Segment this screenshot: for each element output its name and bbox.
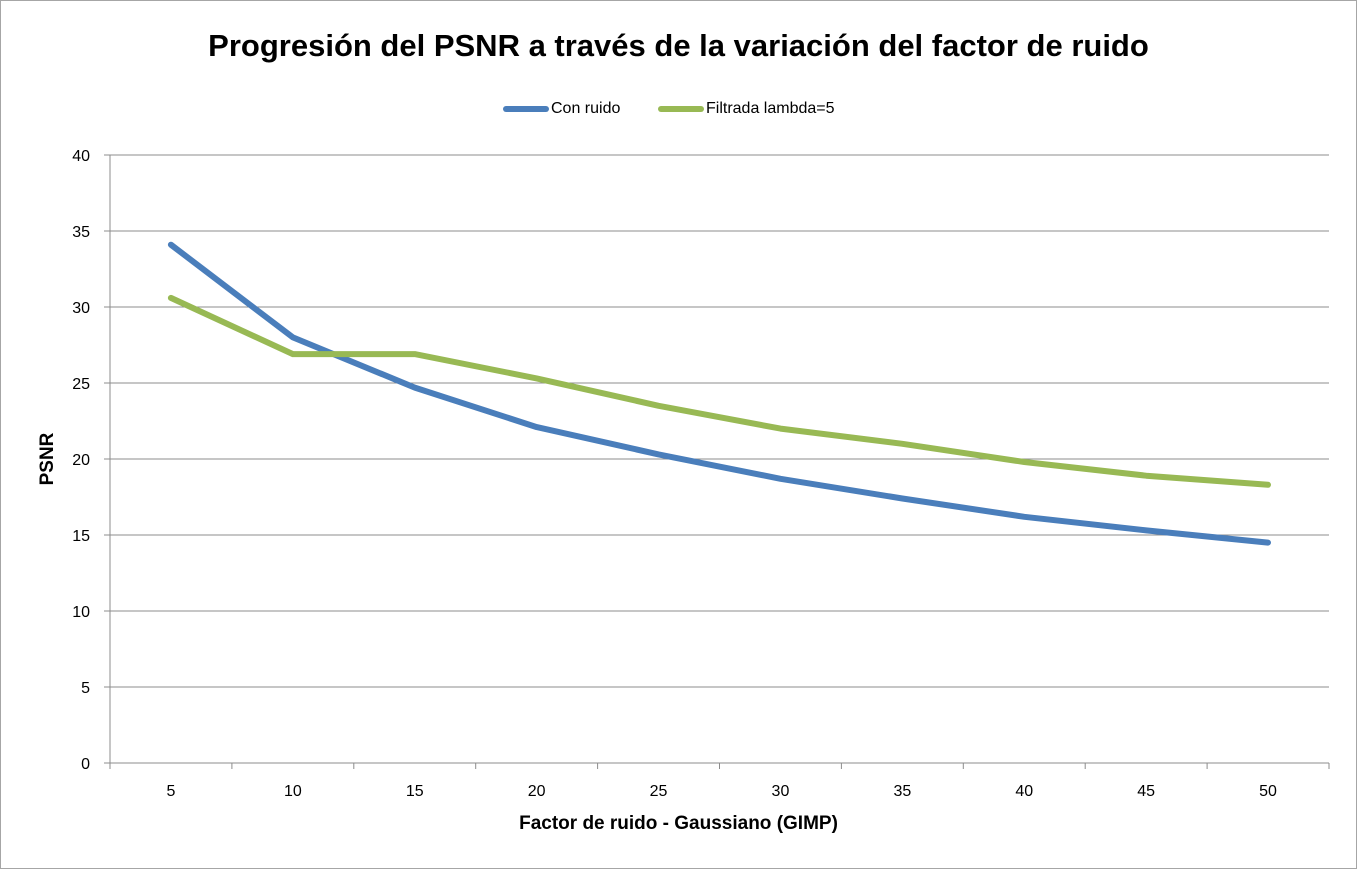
x-axis-label: Factor de ruido - Gaussiano (GIMP) bbox=[519, 813, 838, 834]
x-tick-label: 5 bbox=[166, 783, 175, 800]
x-tick-label: 10 bbox=[284, 783, 302, 800]
x-tick-label: 15 bbox=[406, 783, 424, 800]
chart-legend: Con ruido Filtrada lambda=5 bbox=[0, 97, 1357, 121]
y-tick-label: 40 bbox=[72, 148, 90, 165]
y-tick-label: 30 bbox=[72, 300, 90, 317]
legend-label-con-ruido: Con ruido bbox=[551, 100, 621, 117]
y-tick-label: 35 bbox=[72, 224, 90, 241]
legend-swatch-con-ruido bbox=[503, 106, 549, 112]
legend-item-filtrada: Filtrada lambda=5 bbox=[658, 97, 835, 121]
legend-label-filtrada: Filtrada lambda=5 bbox=[706, 100, 835, 117]
legend-swatch-filtrada bbox=[658, 106, 704, 112]
x-tick-label: 30 bbox=[772, 783, 790, 800]
x-tick-label: 25 bbox=[650, 783, 668, 800]
y-tick-label: 10 bbox=[72, 604, 90, 621]
legend-item-con-ruido: Con ruido bbox=[503, 97, 620, 121]
series-line-1 bbox=[167, 294, 1271, 488]
x-tick-label: 20 bbox=[528, 783, 546, 800]
y-tick-label: 20 bbox=[72, 452, 90, 469]
x-tick-label: 45 bbox=[1137, 783, 1155, 800]
series-line-0 bbox=[167, 241, 1271, 546]
x-tick-label: 50 bbox=[1259, 783, 1277, 800]
y-tick-label: 0 bbox=[81, 756, 90, 773]
x-tick-label: 35 bbox=[893, 783, 911, 800]
x-tick-label: 40 bbox=[1015, 783, 1033, 800]
y-tick-label: 25 bbox=[72, 376, 90, 393]
y-tick-label: 5 bbox=[81, 680, 90, 697]
y-tick-label: 15 bbox=[72, 528, 90, 545]
chart-title: Progresión del PSNR a través de la varia… bbox=[208, 28, 1149, 63]
